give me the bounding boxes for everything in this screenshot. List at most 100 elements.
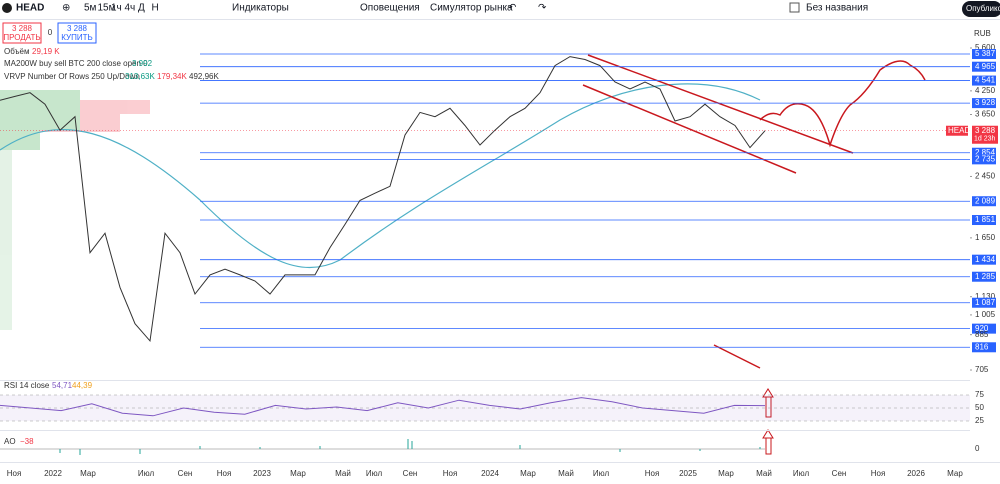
rsi-ma-value: 44,39 bbox=[72, 381, 93, 390]
y-tick-label: 2 450 bbox=[975, 172, 996, 181]
y-tick-label: 1 005 bbox=[975, 310, 996, 319]
symbol-logo bbox=[2, 3, 12, 13]
sell-button[interactable] bbox=[2, 22, 42, 44]
y-tick-label: 705 bbox=[975, 365, 989, 374]
buy-button[interactable] bbox=[57, 22, 97, 44]
rsi-legend: RSI 14 close bbox=[4, 381, 50, 390]
interval-button[interactable]: Д bbox=[138, 3, 145, 14]
trend-line bbox=[587, 54, 854, 154]
x-tick-label: Июл bbox=[593, 469, 610, 478]
y-tick-label: 4 541 bbox=[975, 76, 996, 85]
publish-label[interactable]: Опубликовать bbox=[966, 4, 1000, 13]
publish-button[interactable] bbox=[962, 1, 1000, 17]
y-tick-label: 2 089 bbox=[975, 196, 996, 205]
x-tick-label: Мар bbox=[718, 469, 734, 478]
y-tick-label: 1 087 bbox=[975, 298, 996, 307]
arrow bbox=[713, 344, 761, 369]
x-tick-label: 2022 bbox=[44, 469, 62, 478]
ao-histogram bbox=[59, 439, 761, 455]
x-tick-label: Июл bbox=[793, 469, 810, 478]
arrows-up bbox=[762, 388, 774, 455]
y-tick-label: 2 854 bbox=[975, 148, 996, 157]
y-tick-label: 1 851 bbox=[975, 215, 996, 224]
x-tick-label: 2024 bbox=[481, 469, 499, 478]
y-tick-label: 1 285 bbox=[975, 272, 996, 281]
y-tick-label: 816 bbox=[975, 342, 989, 351]
y-tick-label: 920 bbox=[975, 324, 989, 333]
y-tick-label: 4 250 bbox=[975, 86, 996, 95]
x-tick-label: Ноя bbox=[7, 469, 22, 478]
x-tick-label: Мар bbox=[80, 469, 96, 478]
price-label: 3 288 bbox=[975, 126, 996, 135]
level-box bbox=[972, 342, 996, 353]
interval-button[interactable]: 5м bbox=[84, 3, 97, 14]
rsi-tick-label: 25 bbox=[975, 416, 984, 425]
level-box bbox=[972, 297, 996, 308]
rsi-value: 54,71 bbox=[52, 381, 73, 390]
sell-price[interactable]: 3 288 bbox=[12, 24, 33, 33]
x-tick-label: Ноя bbox=[217, 469, 232, 478]
x-tick-label: Май bbox=[756, 469, 772, 478]
rsi-line bbox=[0, 397, 766, 417]
indicators-button[interactable]: Индикаторы bbox=[232, 3, 289, 14]
add-symbol[interactable]: ⊕ bbox=[62, 3, 70, 14]
undo[interactable]: ↶ bbox=[508, 3, 516, 14]
x-tick-label: Сен bbox=[178, 469, 193, 478]
countdown: 1d 23h bbox=[974, 136, 996, 143]
x-tick-label: 2023 bbox=[253, 469, 271, 478]
interval-button[interactable]: 4ч bbox=[125, 3, 136, 14]
level-box bbox=[972, 75, 996, 86]
alerts-button[interactable]: Оповещения bbox=[360, 3, 420, 14]
x-tick-label: Сен bbox=[832, 469, 847, 478]
level-box bbox=[972, 98, 996, 109]
buy-price[interactable]: 3 288 bbox=[67, 24, 88, 33]
layout-name[interactable]: Без названия bbox=[806, 3, 868, 14]
x-tick-label: Мар bbox=[290, 469, 306, 478]
buy-label[interactable]: КУПИТЬ bbox=[61, 33, 92, 42]
y-tick-label: 4 965 bbox=[975, 62, 996, 71]
x-tick-label: 2026 bbox=[907, 469, 925, 478]
x-tick-label: Мар bbox=[947, 469, 963, 478]
symbol[interactable]: HEAD bbox=[16, 3, 44, 14]
y-tick-label: 1 650 bbox=[975, 233, 996, 242]
vrvp-legend: VRVP Number Of Rows 250 Up/Down bbox=[4, 72, 140, 81]
x-tick-label: Сен bbox=[403, 469, 418, 478]
x-tick-label: Мар bbox=[520, 469, 536, 478]
level-box bbox=[972, 215, 996, 226]
interval-button[interactable]: Н bbox=[152, 3, 159, 14]
sell-label[interactable]: ПРОДАТЬ bbox=[3, 33, 40, 42]
ma-value: 3 992 bbox=[132, 59, 153, 68]
ao-legend: AO bbox=[4, 437, 16, 446]
y-tick-label: 5 600 bbox=[975, 43, 996, 52]
spread: 0 bbox=[48, 28, 53, 37]
interval-button[interactable]: 1ч bbox=[111, 3, 122, 14]
price-label-box bbox=[946, 125, 968, 136]
rsi-tick-label: 75 bbox=[975, 390, 984, 399]
level-box bbox=[972, 49, 996, 60]
volume-legend: Объём bbox=[4, 47, 30, 56]
price-line bbox=[0, 56, 766, 343]
simulator-button[interactable]: Симулятор рынка bbox=[430, 3, 513, 14]
level-box bbox=[972, 323, 996, 334]
vrvp-total: 492,96K bbox=[189, 72, 219, 81]
layout-icon bbox=[789, 2, 800, 13]
y-tick-label: 1 434 bbox=[975, 255, 996, 264]
volume-value: 29,19 K bbox=[32, 47, 60, 56]
level-box bbox=[972, 61, 996, 72]
level-box bbox=[972, 154, 996, 165]
level-box bbox=[972, 147, 996, 158]
x-tick-label: Ноя bbox=[443, 469, 458, 478]
x-tick-label: Июл bbox=[138, 469, 155, 478]
rsi-tick-label: 50 bbox=[975, 403, 984, 412]
level-box bbox=[972, 254, 996, 265]
forecast-drawing bbox=[759, 60, 926, 148]
vrvp-up: 313,63K bbox=[125, 72, 155, 81]
y-tick-label: 5 387 bbox=[975, 49, 996, 58]
y-tick-label: 3 650 bbox=[975, 110, 996, 119]
x-tick-label: 2025 bbox=[679, 469, 697, 478]
price-box bbox=[972, 125, 998, 144]
redo[interactable]: ↷ bbox=[538, 3, 547, 14]
x-tick-label: Май bbox=[558, 469, 574, 478]
interval-button[interactable]: 15м bbox=[98, 3, 116, 14]
